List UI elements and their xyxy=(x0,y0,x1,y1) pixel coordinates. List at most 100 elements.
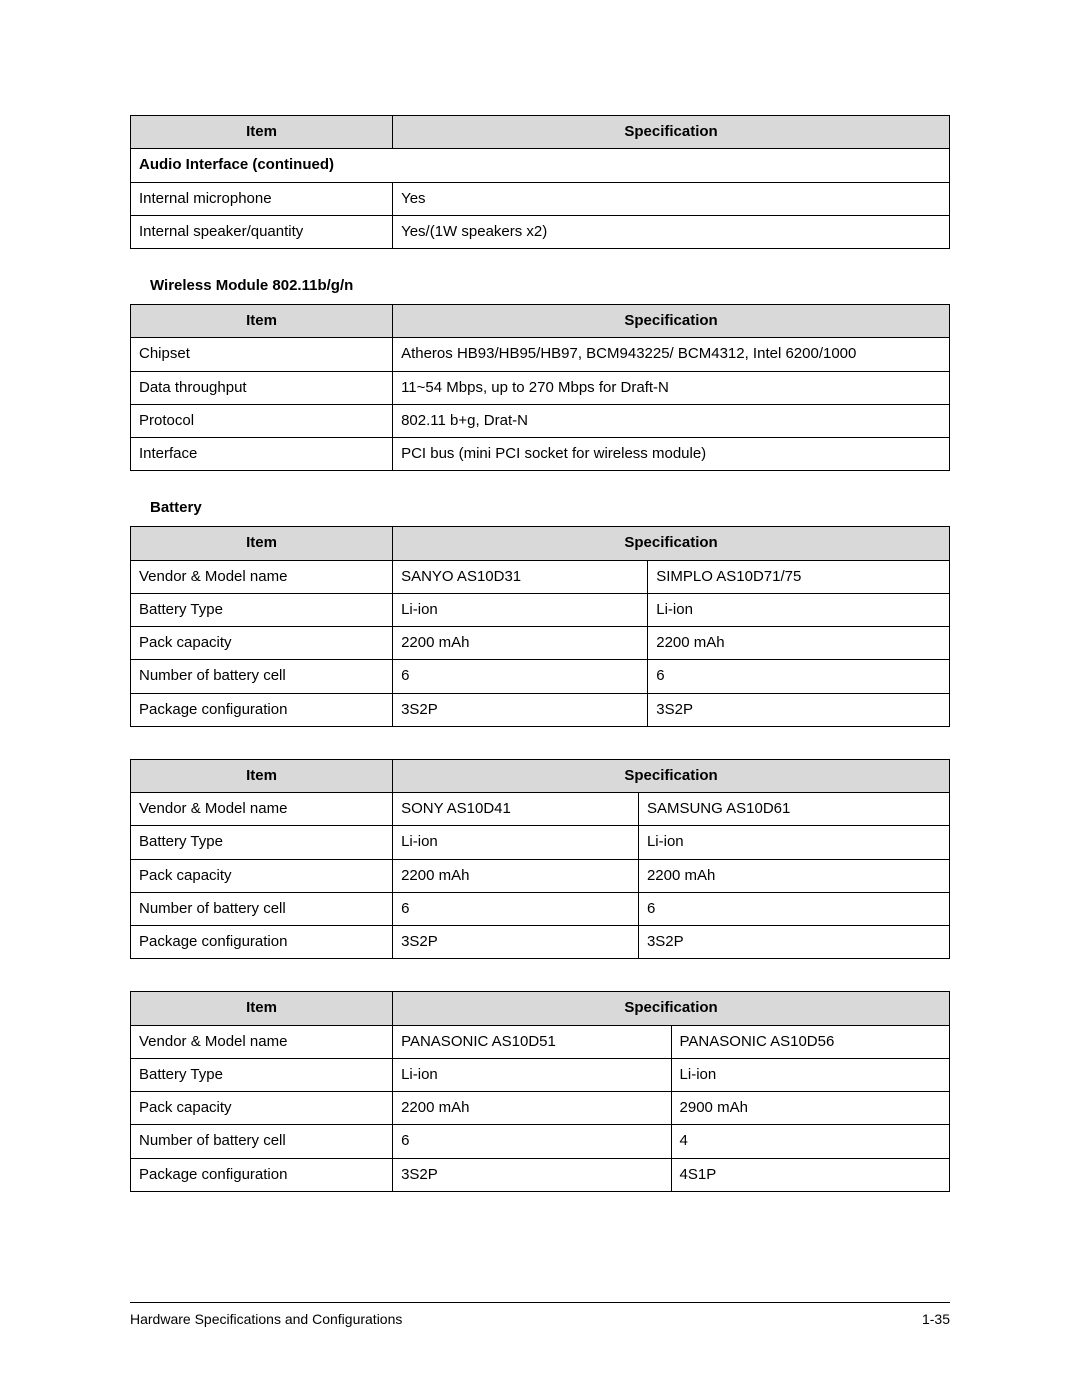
table-row: Package configuration 3S2P 3S2P xyxy=(131,693,950,726)
cell-spec: Li-ion xyxy=(671,1058,949,1091)
cell-item: Battery Type xyxy=(131,593,393,626)
footer-left: Hardware Specifications and Configuratio… xyxy=(130,1311,402,1327)
cell-spec: SAMSUNG AS10D61 xyxy=(638,793,949,826)
cell-spec: 2200 mAh xyxy=(393,627,648,660)
cell-item: Internal microphone xyxy=(131,182,393,215)
cell-spec: Li-ion xyxy=(393,593,648,626)
wireless-section-title: Wireless Module 802.11b/g/n xyxy=(150,277,950,294)
cell-spec: 3S2P xyxy=(638,926,949,959)
cell-spec: Yes xyxy=(393,182,950,215)
cell-item: Pack capacity xyxy=(131,627,393,660)
wireless-table: Item Specification Chipset Atheros HB93/… xyxy=(130,304,950,471)
cell-item: Vendor & Model name xyxy=(131,1025,393,1058)
table-row: Chipset Atheros HB93/HB95/HB97, BCM94322… xyxy=(131,338,950,371)
table-row: Number of battery cell 6 6 xyxy=(131,660,950,693)
cell-spec: 2200 mAh xyxy=(393,1092,671,1125)
table-row: Number of battery cell 6 4 xyxy=(131,1125,950,1158)
cell-spec: 6 xyxy=(393,892,639,925)
table-header-item: Item xyxy=(131,305,393,338)
cell-spec: SIMPLO AS10D71/75 xyxy=(648,560,950,593)
cell-item: Pack capacity xyxy=(131,1092,393,1125)
document-page: Item Specification Audio Interface (cont… xyxy=(0,0,1080,1397)
table-row: Internal speaker/quantity Yes/(1W speake… xyxy=(131,215,950,248)
table-row: Pack capacity 2200 mAh 2200 mAh xyxy=(131,859,950,892)
table-header-spec: Specification xyxy=(393,305,950,338)
table-row: Battery Type Li-ion Li-ion xyxy=(131,1058,950,1091)
cell-item: Number of battery cell xyxy=(131,892,393,925)
cell-spec: 6 xyxy=(638,892,949,925)
cell-spec: 3S2P xyxy=(393,1158,671,1191)
cell-item: Package configuration xyxy=(131,926,393,959)
cell-spec: Li-ion xyxy=(648,593,950,626)
table-header-spec: Specification xyxy=(393,527,950,560)
cell-spec: PANASONIC AS10D56 xyxy=(671,1025,949,1058)
cell-spec: 6 xyxy=(393,1125,671,1158)
cell-spec: 4 xyxy=(671,1125,949,1158)
battery-table-2: Item Specification Vendor & Model name S… xyxy=(130,759,950,960)
table-row: Protocol 802.11 b+g, Drat-N xyxy=(131,404,950,437)
cell-spec: SANYO AS10D31 xyxy=(393,560,648,593)
audio-section-title: Audio Interface (continued) xyxy=(131,149,950,182)
cell-item: Data throughput xyxy=(131,371,393,404)
cell-spec: 3S2P xyxy=(648,693,950,726)
cell-item: Battery Type xyxy=(131,1058,393,1091)
cell-item: Package configuration xyxy=(131,693,393,726)
table-header-item: Item xyxy=(131,527,393,560)
cell-spec: 6 xyxy=(393,660,648,693)
table-row: Battery Type Li-ion Li-ion xyxy=(131,826,950,859)
cell-spec: 11~54 Mbps, up to 270 Mbps for Draft-N xyxy=(393,371,950,404)
cell-spec: Li-ion xyxy=(638,826,949,859)
cell-item: Pack capacity xyxy=(131,859,393,892)
table-row: Interface PCI bus (mini PCI socket for w… xyxy=(131,438,950,471)
cell-spec: Yes/(1W speakers x2) xyxy=(393,215,950,248)
table-row: Vendor & Model name SONY AS10D41 SAMSUNG… xyxy=(131,793,950,826)
cell-spec: 2200 mAh xyxy=(393,859,639,892)
table-header-item: Item xyxy=(131,759,393,792)
table-header-item: Item xyxy=(131,116,393,149)
cell-item: Internal speaker/quantity xyxy=(131,215,393,248)
cell-item: Vendor & Model name xyxy=(131,793,393,826)
cell-spec: PCI bus (mini PCI socket for wireless mo… xyxy=(393,438,950,471)
cell-spec: PANASONIC AS10D51 xyxy=(393,1025,671,1058)
table-header-item: Item xyxy=(131,992,393,1025)
cell-spec: Li-ion xyxy=(393,826,639,859)
audio-interface-table: Item Specification Audio Interface (cont… xyxy=(130,115,950,249)
table-row: Battery Type Li-ion Li-ion xyxy=(131,593,950,626)
cell-spec: Li-ion xyxy=(393,1058,671,1091)
cell-spec: 3S2P xyxy=(393,693,648,726)
table-row: Pack capacity 2200 mAh 2200 mAh xyxy=(131,627,950,660)
battery-table-3: Item Specification Vendor & Model name P… xyxy=(130,991,950,1192)
battery-table-1: Item Specification Vendor & Model name S… xyxy=(130,526,950,727)
table-row: Number of battery cell 6 6 xyxy=(131,892,950,925)
table-header-spec: Specification xyxy=(393,992,950,1025)
cell-spec: 2200 mAh xyxy=(638,859,949,892)
cell-item: Chipset xyxy=(131,338,393,371)
cell-spec: 3S2P xyxy=(393,926,639,959)
table-row: Internal microphone Yes xyxy=(131,182,950,215)
table-row: Vendor & Model name SANYO AS10D31 SIMPLO… xyxy=(131,560,950,593)
cell-item: Package configuration xyxy=(131,1158,393,1191)
cell-item: Protocol xyxy=(131,404,393,437)
table-header-spec: Specification xyxy=(393,759,950,792)
cell-item: Number of battery cell xyxy=(131,1125,393,1158)
table-header-spec: Specification xyxy=(393,116,950,149)
cell-spec: 4S1P xyxy=(671,1158,949,1191)
footer-right: 1-35 xyxy=(922,1311,950,1327)
page-footer: Hardware Specifications and Configuratio… xyxy=(130,1302,950,1327)
cell-item: Number of battery cell xyxy=(131,660,393,693)
table-row: Package configuration 3S2P 3S2P xyxy=(131,926,950,959)
cell-spec: 2200 mAh xyxy=(648,627,950,660)
cell-spec: Atheros HB93/HB95/HB97, BCM943225/ BCM43… xyxy=(393,338,950,371)
cell-spec: SONY AS10D41 xyxy=(393,793,639,826)
battery-section-title: Battery xyxy=(150,499,950,516)
cell-spec: 802.11 b+g, Drat-N xyxy=(393,404,950,437)
cell-item: Interface xyxy=(131,438,393,471)
table-row: Pack capacity 2200 mAh 2900 mAh xyxy=(131,1092,950,1125)
table-row: Data throughput 11~54 Mbps, up to 270 Mb… xyxy=(131,371,950,404)
table-row: Package configuration 3S2P 4S1P xyxy=(131,1158,950,1191)
cell-spec: 6 xyxy=(648,660,950,693)
cell-item: Vendor & Model name xyxy=(131,560,393,593)
table-row: Vendor & Model name PANASONIC AS10D51 PA… xyxy=(131,1025,950,1058)
cell-spec: 2900 mAh xyxy=(671,1092,949,1125)
cell-item: Battery Type xyxy=(131,826,393,859)
